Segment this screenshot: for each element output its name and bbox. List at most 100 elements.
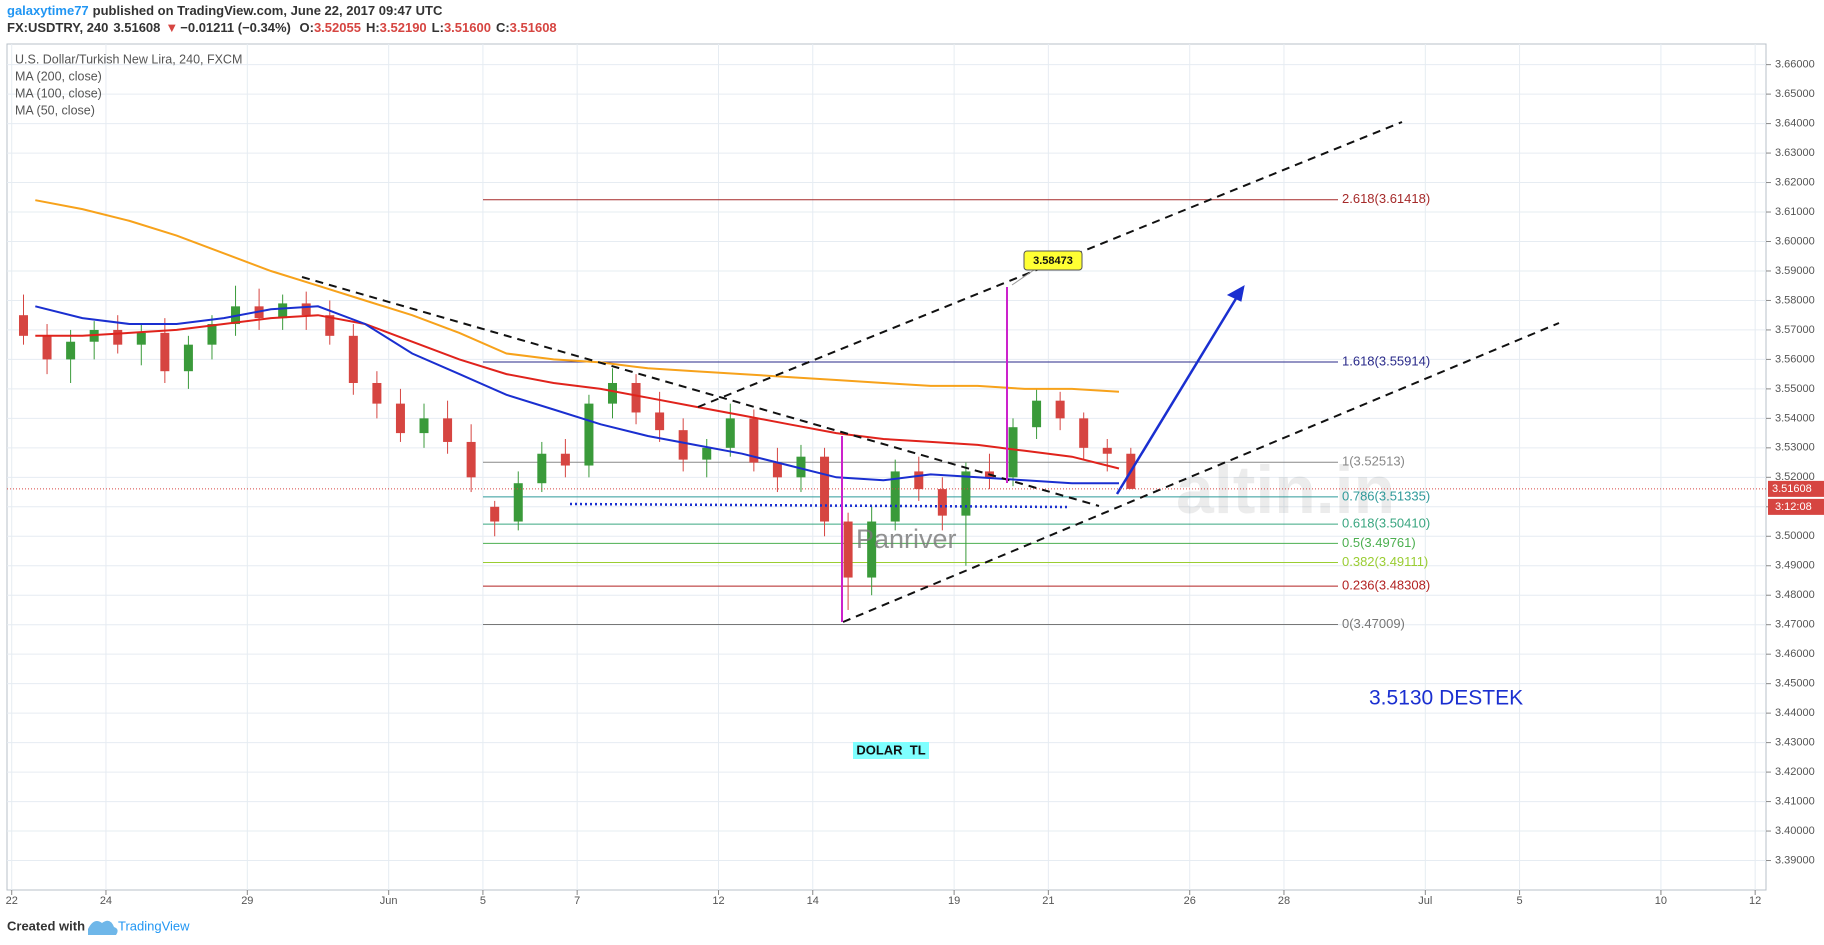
x-tick-label: 14 (807, 895, 819, 907)
x-tick-label: 5 (480, 895, 486, 907)
countdown-label: 3:12:08 (1775, 501, 1812, 513)
legend-entry: MA (200, close) (15, 69, 102, 83)
candle-body (1102, 447, 1112, 454)
y-tick-label: 3.48000 (1775, 589, 1815, 601)
x-tick-label: Jul (1418, 895, 1432, 907)
fib-label: 0.786(3.51335) (1342, 488, 1430, 503)
ma-line (35, 305, 1119, 485)
candle-body (725, 418, 735, 448)
x-tick-label: 22 (6, 895, 18, 907)
candle-body (443, 418, 453, 442)
tag-box (853, 742, 929, 759)
candle-body (419, 418, 429, 434)
legend-entry: U.S. Dollar/Turkish New Lira, 240, FXCM (15, 52, 242, 66)
x-tick-label: 7 (574, 895, 580, 907)
candle-body (42, 335, 52, 360)
y-tick-label: 3.58000 (1775, 294, 1815, 306)
x-tick-label: 24 (100, 895, 112, 907)
ohlc-value: 3.51600 (443, 20, 491, 35)
channel-lower (842, 322, 1560, 623)
candle-body (678, 430, 688, 460)
fib-label: 2.618(3.61418) (1342, 191, 1430, 206)
y-tick-label: 3.55000 (1775, 383, 1815, 395)
ohlc-key: H: (365, 20, 380, 35)
y-tick-label: 3.60000 (1775, 235, 1815, 247)
callout-box (1023, 250, 1083, 271)
candle-body (160, 332, 170, 372)
change: −0.01211 (−0.34%) (180, 20, 291, 35)
y-tick-label: 3.59000 (1775, 265, 1815, 277)
x-tick-label: 12 (712, 895, 724, 907)
candle-body (113, 329, 123, 345)
ma-line (35, 199, 1120, 393)
brand-logo (88, 920, 118, 935)
candle-body (937, 489, 947, 516)
candle-body (395, 403, 405, 434)
y-tick-label: 3.62000 (1775, 176, 1815, 188)
y-tick-label: 3.50000 (1775, 530, 1815, 542)
fib-label: 0.618(3.50410) (1342, 516, 1430, 531)
candle-body (961, 471, 971, 516)
y-tick-label: 3.61000 (1775, 206, 1815, 218)
x-tick-label: 28 (1278, 895, 1290, 907)
author[interactable]: galaxytime77 (7, 3, 89, 18)
grid (7, 44, 1766, 890)
callout-text: 3.58473 (1033, 255, 1073, 267)
support-note: 3.5130 DESTEK (1369, 687, 1523, 710)
y-tick-label: 3.42000 (1775, 766, 1815, 778)
forecast-arrow (1115, 291, 1242, 495)
candle-body (607, 382, 617, 404)
brand-text[interactable]: TradingView (118, 918, 190, 933)
candle-body (372, 382, 382, 404)
trend-line (301, 276, 1100, 507)
y-tick-label: 3.65000 (1775, 88, 1815, 100)
y-tick-label: 3.40000 (1775, 825, 1815, 837)
ohlc-key: L: (431, 20, 444, 35)
legend-entry: MA (50, close) (15, 103, 95, 117)
candle-body (466, 441, 476, 478)
arrow-head (1226, 285, 1245, 302)
x-tick-label: 26 (1184, 895, 1196, 907)
candle-body (513, 483, 523, 522)
fib-label: 0(3.47009) (1342, 616, 1405, 631)
candle-body (1008, 427, 1018, 478)
support-dotted (569, 502, 1069, 509)
candle-body (1055, 400, 1065, 419)
candles (18, 285, 1136, 610)
candle-body (560, 453, 570, 466)
symbol-line: FX:USDTRY, 240 3.51608 ▼ −0.01211 (−0.34%) … (7, 20, 562, 35)
published: published on TradingView.com, June 22, 2… (92, 3, 443, 18)
y-tick-label: 3.52000 (1775, 471, 1815, 483)
candle-body (325, 315, 335, 336)
candle-body (820, 456, 830, 522)
ohlc-key: O: (299, 20, 314, 35)
x-tick-label: 29 (241, 895, 253, 907)
ma-line (35, 314, 1120, 470)
candle-body (702, 447, 712, 460)
change-arrow: ▼ (165, 20, 179, 35)
symbol: FX:USDTRY, 240 (7, 20, 109, 35)
y-tick-label: 3.41000 (1775, 795, 1815, 807)
candle-body (772, 462, 782, 478)
y-tick-label: 3.63000 (1775, 147, 1815, 159)
candle-body (796, 456, 806, 478)
fib-label: 1(3.52513) (1342, 454, 1405, 469)
candle-body (348, 335, 358, 383)
candle-body (301, 303, 311, 316)
candle-body (136, 332, 146, 345)
countdown-box (1768, 498, 1824, 515)
y-tick-label: 3.44000 (1775, 707, 1815, 719)
candle-body (914, 471, 924, 490)
candle-body (749, 418, 759, 463)
x-tick-label: Jun (380, 895, 398, 907)
candle-body (1079, 418, 1089, 448)
y-tick-label: 3.49000 (1775, 560, 1815, 572)
y-tick-label: 3.66000 (1775, 59, 1815, 71)
moving-averages (35, 199, 1120, 485)
candle-body (490, 506, 500, 522)
ohlc-value: 3.52190 (379, 20, 427, 35)
watermark-text: Panriver (856, 524, 957, 554)
footer-text: Created with (7, 918, 85, 933)
